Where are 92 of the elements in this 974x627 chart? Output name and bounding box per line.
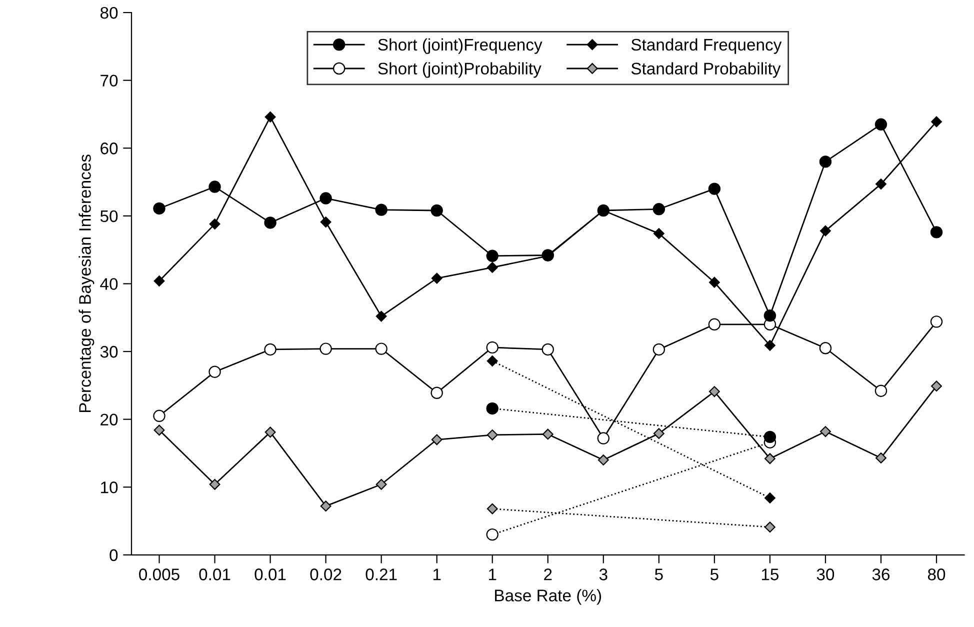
point: [764, 453, 776, 464]
x-tick-label: 2: [544, 568, 552, 580]
point: [764, 430, 776, 444]
y-tick-label: 80: [100, 6, 118, 19]
y-tick-label: 60: [100, 142, 118, 154]
point: [930, 226, 943, 238]
point: [486, 503, 498, 514]
legend-label: Short (joint)Frequency: [378, 38, 542, 54]
point: [652, 343, 666, 356]
x-tick-label: 0.01: [254, 568, 286, 580]
point: [542, 428, 554, 440]
point: [876, 178, 886, 190]
x-tick-label: 5: [710, 568, 718, 580]
point: [931, 380, 942, 392]
point: [375, 342, 388, 355]
point: [874, 118, 888, 131]
y-tick-label: 70: [100, 74, 118, 87]
point: [598, 454, 609, 466]
legend-label: Standard Frequency: [631, 38, 782, 54]
x-tick-label: 1: [433, 568, 441, 580]
point: [264, 426, 276, 438]
point: [542, 343, 554, 356]
point: [820, 225, 831, 236]
point: [320, 500, 332, 512]
y-axis-title: Percentage of Bayesian Inferences: [78, 154, 94, 412]
point: [430, 386, 443, 399]
point: [153, 410, 166, 422]
point: [264, 111, 276, 122]
point: [874, 384, 888, 397]
point: [430, 204, 443, 217]
point: [264, 216, 276, 229]
point: [153, 202, 166, 215]
legend-label: Short (joint)Probability: [378, 62, 542, 78]
point: [708, 318, 721, 331]
point: [708, 276, 720, 288]
y-tick-label: 50: [100, 210, 118, 222]
point: [819, 156, 832, 168]
point: [154, 276, 165, 286]
point: [208, 180, 221, 193]
point: [930, 316, 943, 328]
x-tick-label: 3: [599, 568, 608, 580]
point: [486, 250, 498, 262]
x-tick-label: 0.02: [310, 568, 342, 580]
y-tick-label: 0: [110, 549, 118, 562]
point: [486, 356, 498, 366]
point: [375, 204, 388, 216]
point: [209, 478, 220, 490]
point: [486, 528, 498, 541]
y-tick-label: 30: [100, 346, 118, 358]
x-tick-label: 5: [654, 568, 663, 580]
point: [652, 203, 666, 216]
point: [320, 216, 332, 228]
point: [764, 340, 776, 351]
point: [931, 116, 942, 128]
x-tick-label: 36: [872, 568, 890, 580]
point: [209, 218, 220, 230]
x-tick-label: 80: [928, 568, 946, 580]
point: [764, 492, 776, 504]
point: [431, 434, 442, 446]
point: [708, 386, 720, 397]
x-tick-label: 0.21: [366, 568, 397, 580]
x-tick-label: 0.01: [199, 568, 230, 580]
point: [376, 478, 387, 490]
point: [486, 402, 498, 415]
x-tick-label: 15: [762, 568, 779, 580]
x-tick-label: 0.005: [139, 568, 180, 580]
y-tick-label: 20: [100, 414, 118, 426]
point: [819, 342, 832, 354]
y-tick-label: 40: [100, 278, 118, 290]
point: [708, 182, 721, 195]
point: [764, 522, 776, 533]
x-tick-label: 30: [816, 568, 834, 580]
x-tick-label: 1: [488, 568, 496, 580]
x-axis-title: Base Rate (%): [495, 589, 602, 605]
point: [486, 341, 498, 354]
point: [264, 343, 276, 356]
point: [653, 228, 664, 240]
point: [597, 432, 610, 444]
point: [486, 429, 498, 440]
point: [320, 192, 332, 204]
point: [431, 272, 442, 284]
point: [653, 428, 664, 440]
point: [764, 309, 776, 322]
point: [154, 424, 165, 436]
point: [486, 262, 498, 273]
point: [320, 342, 332, 355]
point: [376, 310, 387, 322]
point: [820, 426, 831, 437]
point: [876, 452, 886, 464]
point: [208, 366, 221, 378]
y-tick-label: 10: [101, 482, 118, 494]
legend-label: Standard Probability: [631, 62, 781, 78]
